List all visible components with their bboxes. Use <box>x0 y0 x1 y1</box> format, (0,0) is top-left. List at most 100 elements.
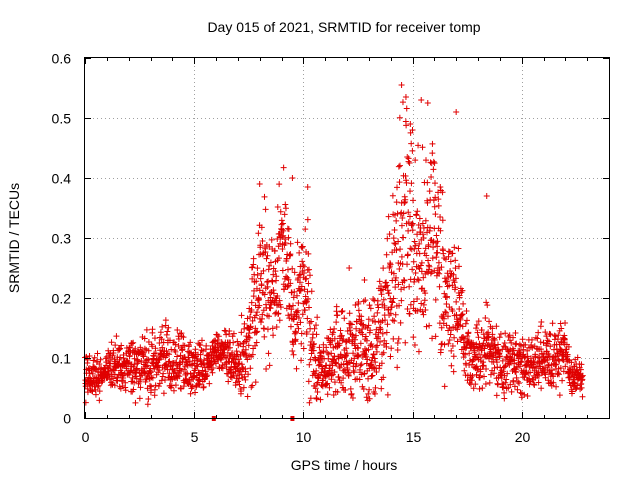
data-point <box>521 391 528 398</box>
data-point <box>293 365 300 372</box>
data-point <box>317 396 324 403</box>
data-point <box>487 343 494 350</box>
data-point <box>355 352 362 359</box>
data-point <box>89 388 96 395</box>
data-point <box>449 308 456 315</box>
data-point <box>355 307 362 314</box>
data-point <box>275 255 282 262</box>
data-point <box>219 365 226 372</box>
data-point <box>328 372 335 379</box>
data-point <box>206 380 213 387</box>
data-point <box>338 379 345 386</box>
data-point <box>176 365 183 372</box>
data-point <box>269 325 276 332</box>
data-point <box>270 290 277 297</box>
data-point <box>464 333 471 340</box>
data-point <box>221 346 228 353</box>
data-point <box>311 354 318 361</box>
data-point <box>493 392 500 399</box>
data-point <box>404 261 411 268</box>
data-point <box>223 331 230 338</box>
data-point <box>382 317 389 324</box>
data-point <box>339 307 346 314</box>
data-point <box>420 301 427 308</box>
data-point <box>354 344 361 351</box>
data-point <box>560 368 567 375</box>
data-point <box>473 321 480 328</box>
data-point <box>435 202 442 209</box>
data-point <box>244 393 251 400</box>
data-point <box>498 367 505 374</box>
data-point <box>365 346 372 353</box>
data-point <box>165 358 172 365</box>
data-point <box>181 342 188 349</box>
data-point <box>131 379 138 386</box>
data-point <box>137 344 144 351</box>
data-point <box>443 309 450 316</box>
data-point <box>266 362 273 369</box>
data-point <box>274 236 281 243</box>
data-point <box>304 216 311 223</box>
data-point <box>405 209 412 216</box>
data-point <box>408 140 415 147</box>
data-point <box>340 367 347 374</box>
data-point <box>302 226 309 233</box>
data-point <box>248 384 255 391</box>
data-point <box>358 317 365 324</box>
data-point <box>106 363 113 370</box>
data-point <box>338 332 345 339</box>
data-point <box>562 363 569 370</box>
data-point <box>266 262 273 269</box>
data-point <box>273 273 280 280</box>
data-point <box>395 163 402 170</box>
data-point <box>508 339 515 346</box>
data-point <box>281 286 288 293</box>
data-point <box>474 365 481 372</box>
data-point <box>351 369 358 376</box>
data-point <box>426 322 433 329</box>
data-point <box>225 370 232 377</box>
data-point <box>553 361 560 368</box>
data-point <box>475 318 482 325</box>
data-point <box>294 307 301 314</box>
data-point <box>461 367 468 374</box>
data-point <box>259 311 266 318</box>
data-point <box>144 362 151 369</box>
data-point <box>197 342 204 349</box>
data-point <box>547 343 554 350</box>
data-point <box>256 181 263 187</box>
data-point <box>244 356 251 363</box>
data-point <box>296 272 303 279</box>
data-point <box>367 362 374 369</box>
data-point <box>550 372 557 379</box>
data-point <box>511 357 518 364</box>
data-point <box>261 291 268 298</box>
data-point <box>392 284 399 291</box>
data-point <box>387 353 394 360</box>
data-point <box>137 384 144 391</box>
data-point <box>450 271 457 278</box>
data-point <box>550 379 557 386</box>
data-point <box>369 372 376 379</box>
data-point <box>89 370 96 377</box>
data-point <box>494 381 501 388</box>
data-point <box>406 283 413 290</box>
data-point <box>308 318 315 325</box>
x-axis-label: GPS time / hours <box>291 457 398 473</box>
data-point <box>250 293 257 300</box>
data-point <box>366 395 373 402</box>
data-point <box>401 284 408 291</box>
data-point <box>432 194 439 201</box>
data-point <box>263 366 270 373</box>
data-point <box>253 278 260 285</box>
data-point <box>334 389 341 396</box>
data-point <box>248 299 255 306</box>
data-point <box>385 213 392 220</box>
data-point <box>469 357 476 364</box>
data-point <box>170 387 177 394</box>
data-point <box>562 320 569 327</box>
y-tick-label: 0.2 <box>52 291 72 307</box>
data-point <box>194 363 201 370</box>
data-point <box>198 337 205 344</box>
data-point <box>82 399 89 406</box>
